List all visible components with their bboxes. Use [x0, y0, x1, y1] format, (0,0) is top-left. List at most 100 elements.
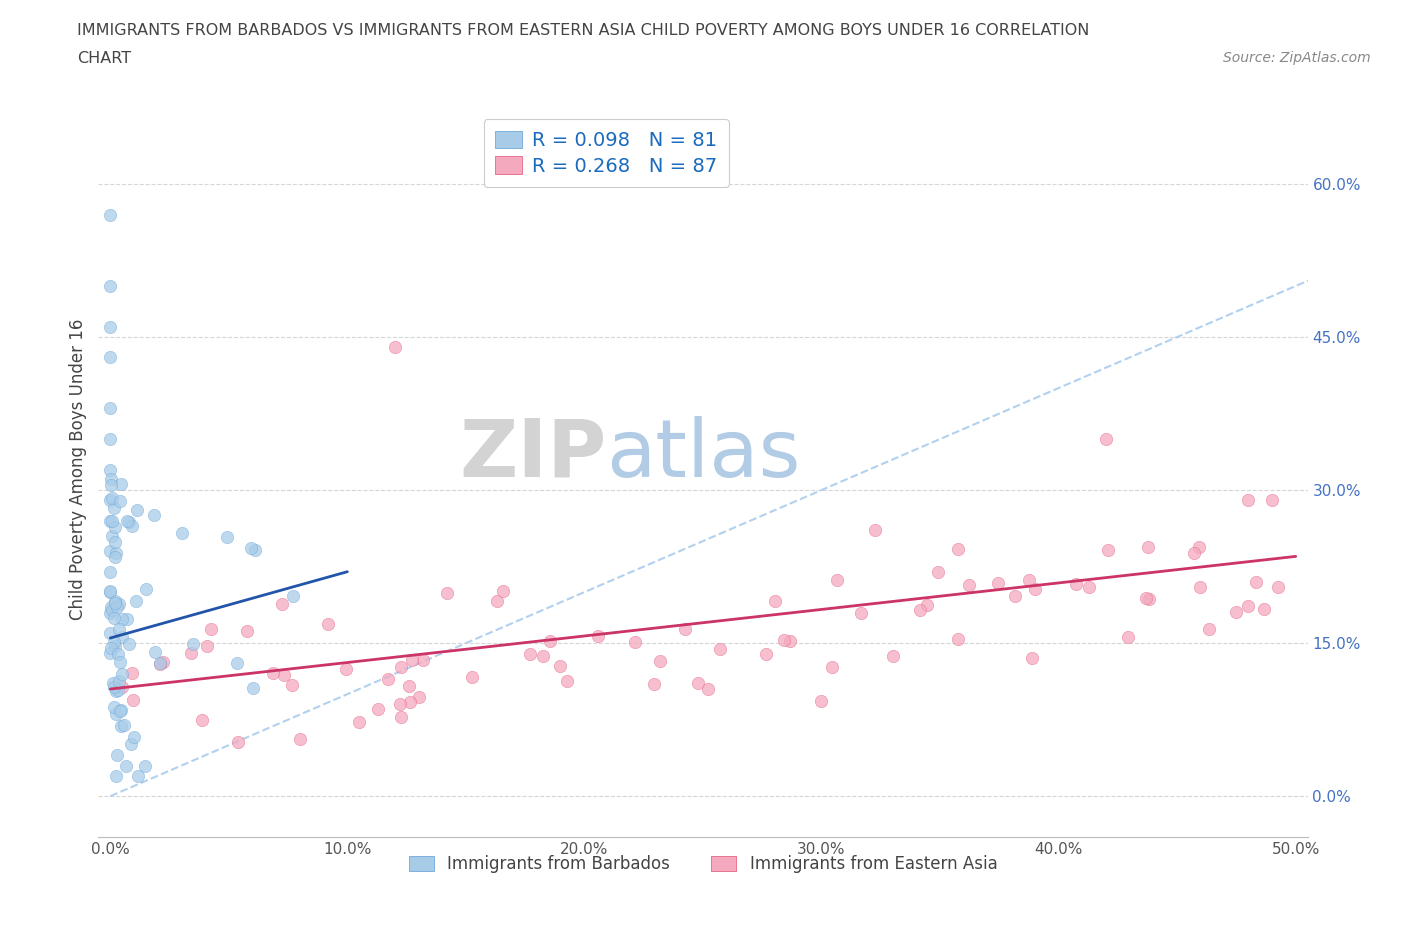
- Immigrants from Eastern Asia: [485, 593, 508, 608]
- Immigrants from Barbados: [101, 603, 124, 618]
- Immigrants from Eastern Asia: [586, 629, 609, 644]
- Immigrants from Barbados: [98, 544, 121, 559]
- Immigrants from Eastern Asia: [1018, 573, 1040, 588]
- Immigrants from Barbados: [98, 493, 121, 508]
- Immigrants from Barbados: [103, 680, 125, 695]
- Immigrants from Eastern Asia: [1225, 604, 1247, 619]
- Immigrants from Barbados: [111, 612, 134, 627]
- Immigrants from Eastern Asia: [273, 668, 295, 683]
- Immigrants from Barbados: [98, 350, 121, 365]
- Immigrants from Eastern Asia: [709, 642, 731, 657]
- Immigrants from Barbados: [226, 656, 249, 671]
- Immigrants from Barbados: [115, 758, 138, 773]
- Immigrants from Barbados: [101, 491, 124, 506]
- Immigrants from Barbados: [101, 514, 124, 529]
- Immigrants from Eastern Asia: [754, 647, 776, 662]
- Immigrants from Eastern Asia: [1078, 580, 1101, 595]
- Immigrants from Barbados: [100, 472, 122, 486]
- Immigrants from Eastern Asia: [122, 692, 145, 707]
- Immigrants from Eastern Asia: [461, 670, 484, 684]
- Immigrants from Eastern Asia: [263, 666, 285, 681]
- Immigrants from Barbados: [101, 528, 124, 543]
- Immigrants from Eastern Asia: [318, 617, 340, 631]
- Immigrants from Eastern Asia: [810, 694, 832, 709]
- Immigrants from Barbados: [104, 545, 127, 560]
- Immigrants from Barbados: [110, 476, 132, 491]
- Immigrants from Eastern Asia: [1064, 577, 1087, 591]
- Immigrants from Barbados: [100, 584, 122, 599]
- Immigrants from Eastern Asia: [910, 603, 932, 618]
- Immigrants from Eastern Asia: [1261, 493, 1284, 508]
- Immigrants from Barbados: [104, 684, 127, 698]
- Immigrants from Eastern Asia: [825, 573, 848, 588]
- Immigrants from Eastern Asia: [1188, 539, 1211, 554]
- Immigrants from Barbados: [103, 520, 125, 535]
- Immigrants from Eastern Asia: [290, 732, 312, 747]
- Immigrants from Barbados: [98, 585, 121, 600]
- Immigrants from Eastern Asia: [959, 578, 981, 592]
- Immigrants from Eastern Asia: [779, 633, 801, 648]
- Immigrants from Barbados: [118, 637, 141, 652]
- Immigrants from Eastern Asia: [820, 659, 842, 674]
- Immigrants from Eastern Asia: [882, 649, 904, 664]
- Immigrants from Eastern Asia: [1021, 651, 1043, 666]
- Immigrants from Eastern Asia: [1136, 540, 1159, 555]
- Immigrants from Barbados: [103, 611, 125, 626]
- Immigrants from Eastern Asia: [917, 597, 939, 612]
- Immigrants from Eastern Asia: [492, 584, 515, 599]
- Immigrants from Barbados: [105, 600, 128, 615]
- Immigrants from Eastern Asia: [347, 714, 370, 729]
- Immigrants from Eastern Asia: [555, 673, 578, 688]
- Immigrants from Eastern Asia: [763, 593, 786, 608]
- Immigrants from Barbados: [100, 478, 122, 493]
- Immigrants from Barbados: [143, 644, 166, 659]
- Immigrants from Barbados: [135, 581, 157, 596]
- Immigrants from Barbados: [117, 513, 139, 528]
- Immigrants from Barbados: [103, 699, 125, 714]
- Immigrants from Barbados: [107, 748, 129, 763]
- Immigrants from Eastern Asia: [946, 631, 969, 646]
- Immigrants from Eastern Asia: [773, 632, 796, 647]
- Immigrants from Barbados: [98, 565, 121, 579]
- Immigrants from Barbados: [110, 702, 132, 717]
- Immigrants from Eastern Asia: [377, 671, 399, 686]
- Immigrants from Eastern Asia: [335, 661, 357, 676]
- Immigrants from Barbados: [103, 634, 125, 649]
- Immigrants from Eastern Asia: [548, 658, 571, 673]
- Immigrants from Barbados: [98, 279, 121, 294]
- Immigrants from Barbados: [125, 593, 148, 608]
- Text: Source: ZipAtlas.com: Source: ZipAtlas.com: [1223, 51, 1371, 65]
- Immigrants from Barbados: [281, 589, 304, 604]
- Immigrants from Eastern Asia: [1253, 602, 1275, 617]
- Immigrants from Barbados: [110, 718, 132, 733]
- Immigrants from Barbados: [98, 605, 121, 620]
- Immigrants from Eastern Asia: [1267, 579, 1289, 594]
- Immigrants from Barbados: [127, 768, 149, 783]
- Immigrants from Eastern Asia: [624, 634, 647, 649]
- Immigrants from Eastern Asia: [946, 542, 969, 557]
- Text: IMMIGRANTS FROM BARBADOS VS IMMIGRANTS FROM EASTERN ASIA CHILD POVERTY AMONG BOY: IMMIGRANTS FROM BARBADOS VS IMMIGRANTS F…: [77, 23, 1090, 38]
- Immigrants from Eastern Asia: [648, 653, 671, 668]
- Immigrants from Barbados: [98, 207, 121, 222]
- Immigrants from Barbados: [120, 737, 142, 751]
- Immigrants from Eastern Asia: [436, 585, 458, 600]
- Immigrants from Eastern Asia: [1004, 589, 1026, 604]
- Immigrants from Barbados: [104, 596, 127, 611]
- Immigrants from Barbados: [105, 768, 128, 783]
- Immigrants from Barbados: [104, 593, 127, 608]
- Text: atlas: atlas: [606, 416, 800, 494]
- Immigrants from Barbados: [243, 543, 266, 558]
- Immigrants from Barbados: [104, 639, 127, 654]
- Immigrants from Barbados: [108, 673, 131, 688]
- Immigrants from Eastern Asia: [388, 697, 411, 711]
- Immigrants from Barbados: [98, 626, 121, 641]
- Immigrants from Eastern Asia: [1097, 543, 1119, 558]
- Immigrants from Eastern Asia: [398, 678, 420, 693]
- Immigrants from Barbados: [104, 707, 127, 722]
- Immigrants from Eastern Asia: [643, 676, 665, 691]
- Immigrants from Eastern Asia: [121, 665, 143, 680]
- Immigrants from Barbados: [127, 502, 149, 517]
- Immigrants from Eastern Asia: [686, 675, 709, 690]
- Immigrants from Eastern Asia: [851, 605, 873, 620]
- Immigrants from Eastern Asia: [538, 633, 561, 648]
